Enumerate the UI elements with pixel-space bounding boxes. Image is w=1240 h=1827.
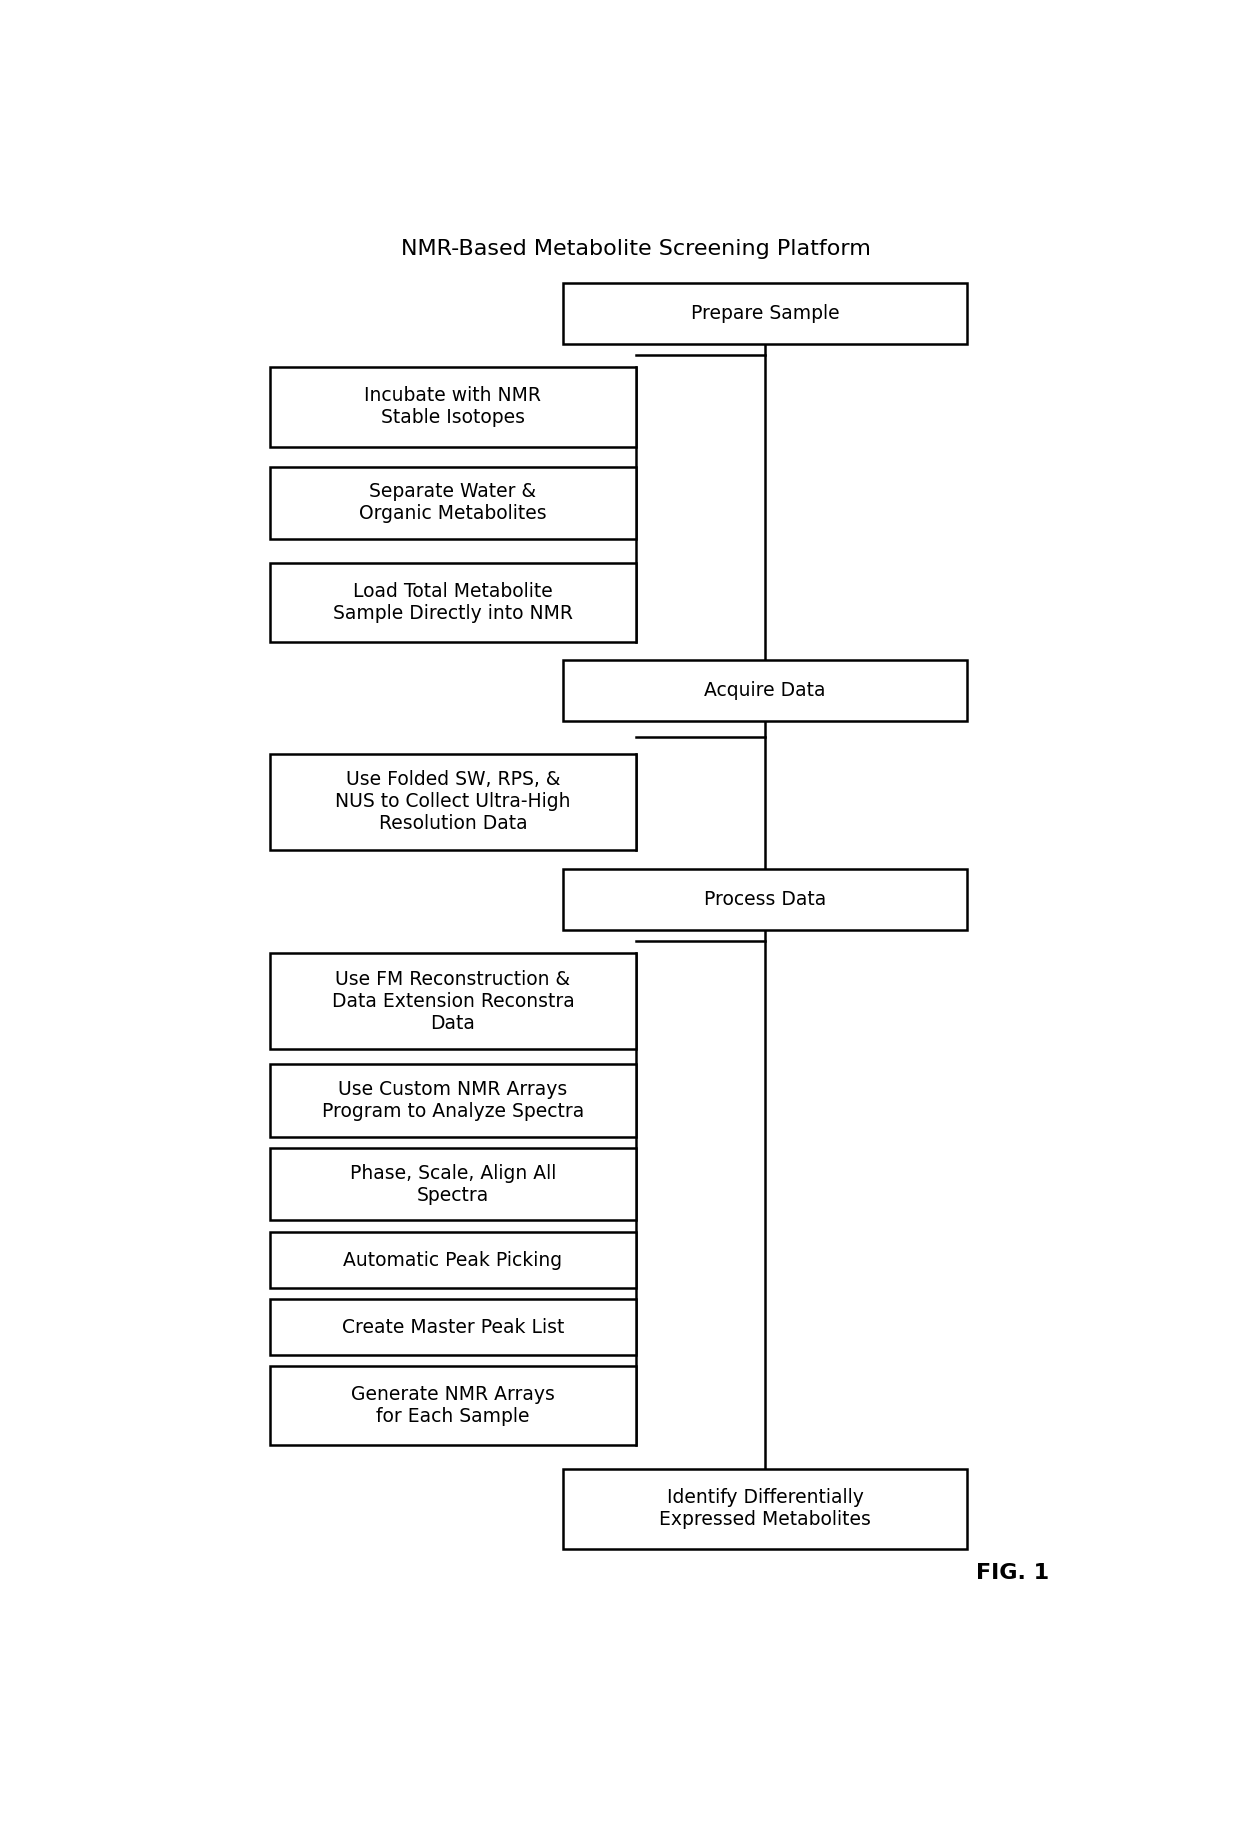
Bar <box>270 1299 635 1356</box>
Text: Acquire Data: Acquire Data <box>704 681 826 700</box>
Bar <box>563 868 967 930</box>
Text: Use Custom NMR Arrays
Program to Analyze Spectra: Use Custom NMR Arrays Program to Analyze… <box>322 1080 584 1122</box>
Bar <box>270 563 635 643</box>
Bar <box>270 1231 635 1288</box>
Bar <box>270 466 635 539</box>
Text: Automatic Peak Picking: Automatic Peak Picking <box>343 1251 563 1270</box>
Bar <box>563 283 967 343</box>
Bar <box>563 660 967 722</box>
Bar <box>270 1367 635 1445</box>
Text: Generate NMR Arrays
for Each Sample: Generate NMR Arrays for Each Sample <box>351 1385 554 1427</box>
Bar <box>270 1065 635 1136</box>
Text: Use Folded SW, RPS, &
NUS to Collect Ultra-High
Resolution Data: Use Folded SW, RPS, & NUS to Collect Ult… <box>335 771 570 833</box>
Text: Load Total Metabolite
Sample Directly into NMR: Load Total Metabolite Sample Directly in… <box>332 583 573 623</box>
Bar <box>270 367 635 446</box>
Text: Identify Differentially
Expressed Metabolites: Identify Differentially Expressed Metabo… <box>660 1489 872 1529</box>
Text: Use FM Reconstruction &
Data Extension Reconstra
Data: Use FM Reconstruction & Data Extension R… <box>331 970 574 1032</box>
Text: NMR-Based Metabolite Screening Platform: NMR-Based Metabolite Screening Platform <box>401 239 870 259</box>
Bar <box>563 1469 967 1549</box>
Text: Process Data: Process Data <box>704 890 826 908</box>
Bar <box>270 755 635 850</box>
Text: Incubate with NMR
Stable Isotopes: Incubate with NMR Stable Isotopes <box>365 385 542 428</box>
Text: Prepare Sample: Prepare Sample <box>691 303 839 323</box>
Text: Create Master Peak List: Create Master Peak List <box>342 1317 564 1337</box>
Text: Phase, Scale, Align All
Spectra: Phase, Scale, Align All Spectra <box>350 1164 556 1204</box>
Text: FIG. 1: FIG. 1 <box>976 1564 1049 1584</box>
Bar <box>270 1147 635 1220</box>
Bar <box>270 954 635 1049</box>
Text: Separate Water &
Organic Metabolites: Separate Water & Organic Metabolites <box>360 482 547 524</box>
